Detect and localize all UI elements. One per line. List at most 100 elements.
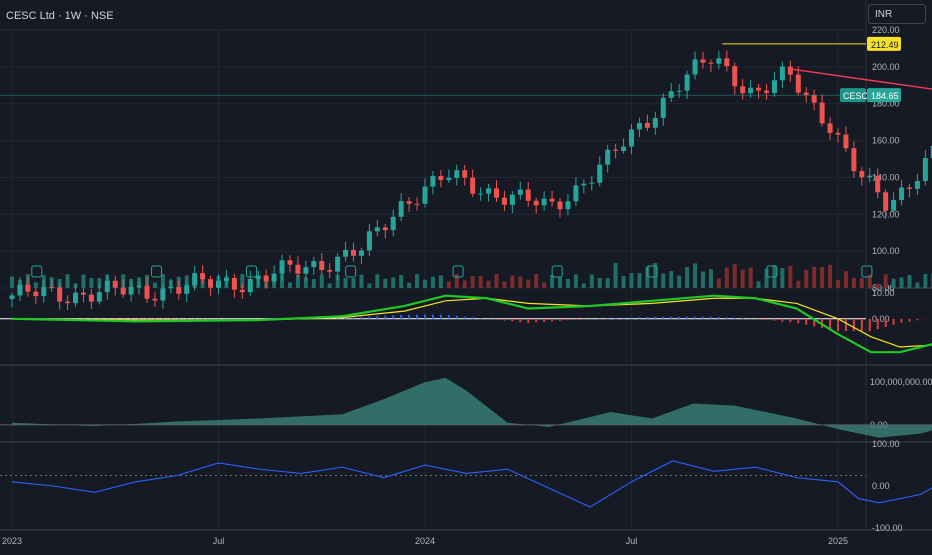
x-tick-label-4: 2025 [828, 536, 848, 546]
macd-histogram-bar [567, 319, 569, 320]
volume-bar [923, 274, 927, 288]
candle-body [883, 192, 888, 210]
volume-bar [693, 263, 697, 288]
volume-bar [709, 269, 713, 288]
candle-body [740, 86, 745, 93]
volume-bar [812, 267, 816, 288]
volume-bar [677, 276, 681, 288]
volume-bar [542, 282, 546, 288]
volume-bar [780, 268, 784, 288]
volume-bar [471, 276, 475, 288]
macd-histogram-bar [535, 319, 537, 323]
earnings-icon [247, 266, 257, 277]
candle-body [335, 257, 340, 272]
macd-histogram-bar [638, 317, 640, 319]
x-tick-label-2: 2024 [415, 536, 435, 546]
candle-body [526, 190, 531, 201]
candle-body [272, 274, 277, 282]
candle-body [804, 93, 809, 95]
candle-body [915, 181, 920, 189]
candle-body [828, 123, 833, 133]
candle-body [415, 204, 420, 205]
volume-bar [558, 277, 562, 288]
macd-histogram-bar [511, 319, 513, 322]
volume-bar [820, 267, 824, 288]
candle-body [438, 176, 443, 180]
candle-body [820, 103, 825, 124]
volume-bar [598, 278, 602, 288]
volume-bar [741, 270, 745, 288]
candle-body [669, 91, 674, 98]
candle-body [581, 184, 586, 186]
macd-histogram-bar [400, 315, 402, 319]
volume-bar [375, 274, 379, 288]
candle-body [97, 292, 102, 301]
volume-bar [907, 275, 911, 288]
candle-body [661, 98, 666, 118]
volume-bar [153, 283, 157, 288]
candle-body [788, 67, 793, 75]
candle-body [311, 261, 316, 267]
earnings-icon [152, 266, 162, 277]
volume-bar [701, 271, 705, 288]
x-tick-label-0: 2023 [2, 536, 22, 546]
candle-body [25, 285, 30, 292]
candle-body [907, 187, 912, 188]
candle-body [605, 150, 610, 165]
macd-histogram-bar [734, 318, 736, 319]
earnings-icon [346, 266, 356, 277]
volume-bar [463, 281, 467, 288]
macd-histogram-bar [384, 316, 386, 319]
candle-body [558, 202, 563, 210]
candle-body [534, 201, 539, 206]
macd-histogram-bar [631, 317, 633, 318]
macd-histogram-bar [646, 317, 648, 319]
resistance-badge-label: 212.49 [871, 40, 899, 50]
rsi-tick-2: -100.00 [872, 523, 903, 533]
rsi-tick-0: 100.00 [872, 439, 900, 449]
volume-bar [423, 280, 427, 288]
macd-histogram-bar [551, 319, 553, 322]
volume-bar [510, 275, 514, 288]
candle-body [49, 287, 54, 288]
macd-histogram-bar [162, 319, 164, 320]
candle-body [550, 199, 555, 202]
candle-body [73, 293, 78, 303]
candle-body [295, 265, 300, 274]
volume-bar [81, 275, 85, 288]
volume-bar [344, 278, 348, 288]
volume-bar [661, 274, 665, 288]
volume-bar [367, 284, 371, 288]
candle-body [486, 188, 491, 193]
candle-body [859, 171, 864, 177]
candle-body [446, 178, 451, 180]
candle-body [812, 95, 817, 103]
candle-body [462, 170, 467, 177]
macd-signal-line [12, 298, 932, 347]
candle-body [796, 75, 801, 93]
candle-body [613, 150, 618, 151]
candle-body [184, 285, 189, 293]
rsi-tick-1: 0.00 [872, 481, 890, 491]
macd-histogram-bar [519, 319, 521, 322]
macd-histogram-bar [392, 315, 394, 319]
volume-bar [606, 278, 610, 288]
candle-body [836, 133, 841, 135]
volume-bar [494, 274, 498, 288]
candle-body [780, 67, 785, 81]
macd-histogram-bar [662, 317, 664, 319]
candle-body [716, 58, 721, 63]
candle-body [168, 287, 173, 288]
currency-selector[interactable]: INR [868, 4, 926, 24]
macd-histogram-bar [170, 319, 172, 320]
volume-bar [637, 273, 641, 288]
macd-histogram-bar [916, 319, 918, 321]
volume-bar [399, 275, 403, 288]
candle-body [502, 198, 507, 205]
volume-bar [518, 277, 522, 288]
macd-histogram-bar [789, 319, 791, 322]
candle-body [772, 80, 777, 93]
volume-bar [407, 283, 411, 288]
